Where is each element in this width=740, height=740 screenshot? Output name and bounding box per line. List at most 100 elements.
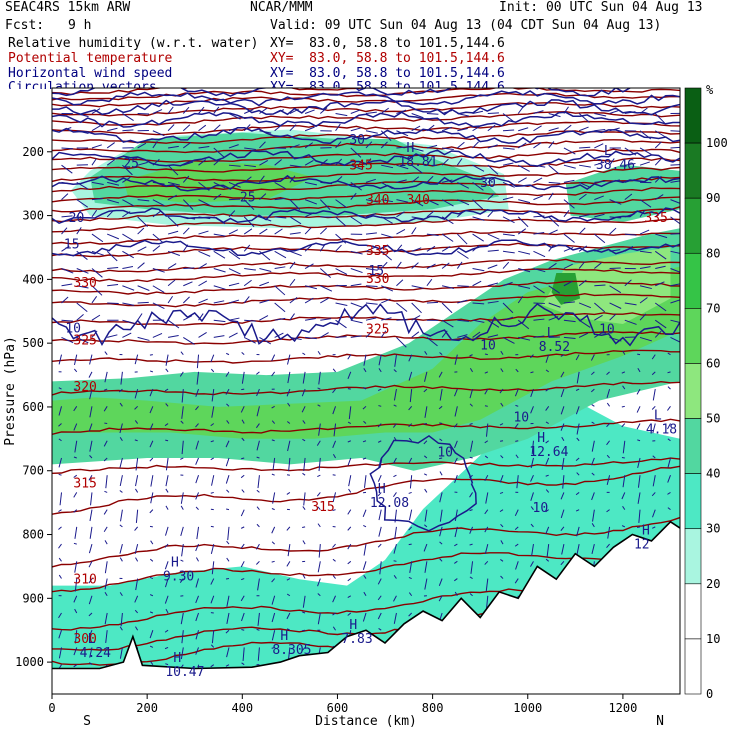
circulation-vector — [533, 215, 545, 218]
circulation-vector — [183, 142, 192, 149]
circulation-vector — [228, 181, 241, 188]
circulation-vector — [76, 209, 82, 218]
circulation-vector — [195, 405, 199, 411]
circulation-vector — [365, 178, 376, 183]
circulation-vector — [243, 279, 252, 287]
circulation-vector — [639, 199, 652, 208]
circulation-vector — [381, 285, 394, 292]
circulation-vector — [58, 387, 62, 390]
circulation-vector — [304, 285, 318, 290]
circulation-vector — [347, 578, 352, 582]
circulation-vector — [606, 423, 610, 428]
circulation-vector — [426, 210, 435, 218]
circulation-vector — [289, 199, 301, 210]
circulation-vector — [73, 423, 78, 431]
circulation-vector — [103, 509, 108, 515]
circulation-vector — [195, 543, 199, 552]
circulation-vector — [134, 609, 139, 614]
circulation-vector — [500, 523, 504, 528]
colorbar-unit: % — [706, 83, 714, 97]
circulation-vector — [377, 474, 382, 482]
circulation-vector — [365, 111, 377, 115]
circulation-vector — [149, 370, 154, 373]
circulation-vector — [286, 612, 291, 620]
circulation-vector — [259, 216, 272, 222]
circulation-vector — [304, 263, 314, 269]
circulation-vector — [438, 578, 443, 587]
circulation-vector — [516, 475, 519, 489]
circulation-vector — [548, 316, 559, 321]
circulation-vector — [576, 371, 580, 384]
circulation-vector — [302, 371, 306, 384]
circulation-vector — [472, 199, 484, 210]
circulation-vector — [316, 492, 321, 497]
circulation-vector — [408, 612, 413, 617]
circulation-vector — [152, 140, 158, 149]
circulation-vector — [225, 629, 230, 634]
circulation-vector — [393, 595, 397, 602]
circulation-vector — [426, 245, 436, 252]
circulation-vector — [530, 388, 534, 398]
circulation-vector — [350, 164, 363, 171]
x-tick-label: 600 — [327, 701, 349, 715]
circulation-vector — [591, 440, 595, 452]
circulation-vector — [73, 456, 77, 459]
circulation-vector — [408, 543, 412, 546]
circulation-vector — [654, 141, 662, 149]
circulation-vector — [439, 509, 443, 522]
circulation-vector — [530, 457, 534, 469]
circulation-vector — [241, 371, 245, 384]
circulation-vector — [411, 331, 420, 338]
circulation-vector — [332, 368, 336, 373]
circulation-vector — [484, 371, 488, 374]
circulation-vector — [622, 440, 626, 454]
circulation-vector — [518, 268, 531, 273]
circulation-vector — [319, 227, 327, 235]
circulation-vector — [241, 419, 245, 424]
circulation-vector — [365, 141, 373, 149]
circulation-vector — [259, 299, 270, 304]
circulation-vector — [578, 332, 589, 338]
circulation-vector — [531, 544, 534, 556]
circulation-vector — [423, 543, 428, 552]
circulation-vector — [122, 211, 131, 218]
colorbar-swatch — [684, 363, 702, 419]
circulation-vector — [90, 492, 93, 506]
circulation-vector — [195, 595, 199, 604]
circulation-vector — [579, 214, 590, 218]
circulation-vector — [670, 319, 680, 324]
circulation-vector — [256, 388, 260, 397]
circulation-vector — [515, 454, 519, 459]
x-tick-label: 0 — [48, 701, 55, 715]
theta-label: 340 — [406, 193, 429, 208]
circulation-vector — [594, 233, 606, 244]
circulation-vector — [575, 354, 580, 361]
circulation-vector — [243, 176, 252, 183]
circulation-vector — [396, 146, 408, 149]
circulation-vector — [472, 182, 484, 191]
circulation-vector — [91, 125, 101, 132]
circulation-vector — [289, 175, 296, 183]
circulation-vector — [560, 526, 565, 532]
circulation-vector — [487, 164, 499, 175]
x-tick-label: 1000 — [513, 701, 542, 715]
circulation-vector — [61, 181, 74, 185]
circulation-vector — [88, 371, 93, 378]
circulation-vector — [106, 142, 115, 149]
speed-label: 10 — [437, 446, 453, 461]
wind-speed-contour — [52, 99, 680, 116]
circulation-vector — [517, 142, 527, 149]
circulation-vector — [74, 630, 78, 644]
circulation-vector — [318, 544, 321, 558]
circulation-vector — [454, 440, 458, 448]
circulation-vector — [196, 526, 200, 540]
circulation-vector — [335, 216, 347, 227]
circulation-vector — [545, 369, 549, 373]
circulation-vector — [135, 578, 139, 591]
circulation-vector — [408, 509, 413, 521]
circulation-vector — [621, 423, 626, 428]
circulation-vector — [228, 332, 238, 338]
circulation-vector — [560, 354, 565, 357]
circulation-vector — [502, 250, 515, 254]
